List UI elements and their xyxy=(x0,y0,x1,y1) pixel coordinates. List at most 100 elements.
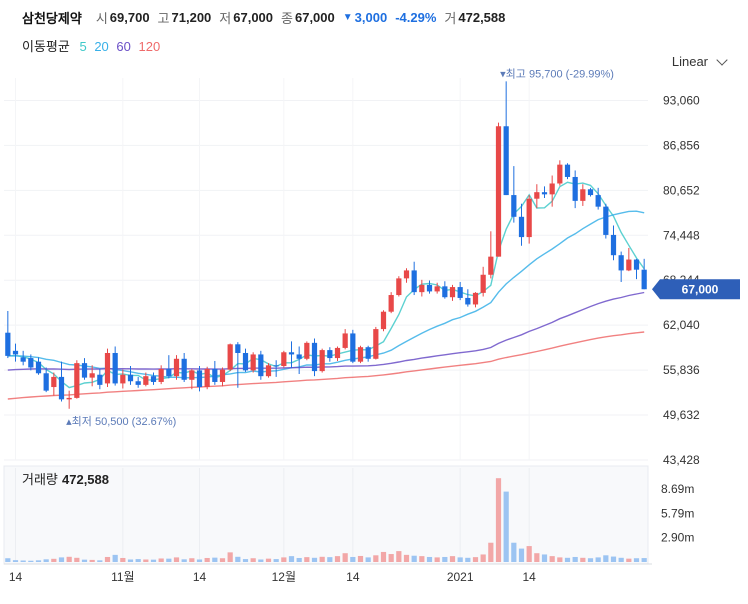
volume-tick-label: 2.90m xyxy=(661,531,694,545)
volume-bar xyxy=(81,559,88,562)
moving-average-legend[interactable]: 이동평균 5 20 60 120 xyxy=(22,36,164,55)
candle xyxy=(518,203,525,246)
candle-body xyxy=(610,234,617,256)
stock-name: 삼천당제약 xyxy=(22,10,82,26)
candle-body xyxy=(449,287,456,298)
y-tick-label: 74,448 xyxy=(663,228,700,242)
candle xyxy=(587,187,594,197)
candle xyxy=(166,355,172,379)
current-price-label: 67,000 xyxy=(682,283,719,297)
candle-body xyxy=(35,361,42,374)
candle xyxy=(327,347,333,362)
volume-bar xyxy=(572,556,578,562)
volume-bar xyxy=(472,557,479,562)
candle-body xyxy=(380,311,387,330)
candle-body xyxy=(572,176,578,201)
volume-bar xyxy=(265,558,272,562)
volume-bar xyxy=(580,557,586,562)
candle-body xyxy=(258,354,264,377)
candle xyxy=(5,310,11,359)
candle-body xyxy=(388,295,394,312)
volume-bar xyxy=(319,556,325,562)
candle xyxy=(641,258,647,290)
volume-bar xyxy=(212,557,218,562)
candle-body xyxy=(196,370,203,388)
candle xyxy=(189,368,195,390)
volume-bar xyxy=(595,557,601,562)
volume-bar xyxy=(204,557,210,562)
candle xyxy=(626,247,632,272)
candle xyxy=(51,372,57,396)
candle-body xyxy=(58,376,65,400)
low-value: 67,000 xyxy=(233,9,274,25)
volume-bar xyxy=(35,560,42,562)
volume-bar xyxy=(388,554,394,562)
candle xyxy=(595,187,601,210)
volume-bar xyxy=(58,557,65,562)
low-label: 저 xyxy=(219,10,232,26)
x-tick-label: 14 xyxy=(522,570,536,584)
candle xyxy=(58,361,65,402)
candle-body xyxy=(603,206,609,235)
candle-body xyxy=(97,374,103,385)
volume-panel xyxy=(3,465,649,565)
candle xyxy=(526,195,532,244)
x-tick-label: 12월 xyxy=(272,570,296,584)
candle-body xyxy=(74,363,80,398)
candle-body xyxy=(158,368,164,382)
candle xyxy=(173,355,180,380)
volume-bar xyxy=(511,542,517,562)
candle xyxy=(411,261,417,296)
candle-body xyxy=(618,255,624,271)
candle-body xyxy=(51,376,57,388)
ma-20-label: 20 xyxy=(94,39,109,54)
candle-body xyxy=(227,344,233,370)
volume-bar xyxy=(403,554,410,562)
y-tick-label: 55,836 xyxy=(663,363,700,377)
volume-bar xyxy=(334,556,341,562)
change-value: 3,000 xyxy=(354,9,388,25)
volume-bar xyxy=(181,559,187,562)
volume-bar xyxy=(219,558,226,562)
volume-title: 거래량 xyxy=(22,472,58,487)
candle xyxy=(403,268,410,283)
candle xyxy=(334,346,341,361)
candle xyxy=(227,343,233,372)
candle xyxy=(503,81,509,196)
candle xyxy=(557,160,563,186)
moving-average-title: 이동평균 xyxy=(22,39,70,54)
candle xyxy=(219,367,226,387)
candle-body xyxy=(526,198,532,238)
candle xyxy=(472,292,479,308)
volume-bar xyxy=(396,551,402,562)
candle xyxy=(89,365,95,387)
volume-bar xyxy=(196,559,203,562)
x-tick-label: 2021 xyxy=(447,570,474,584)
volume-bar xyxy=(127,559,134,562)
volume-bar xyxy=(89,559,95,562)
volume-bar xyxy=(143,559,149,562)
y-tick-label: 62,040 xyxy=(663,318,700,332)
candle xyxy=(296,346,302,375)
volume-bar xyxy=(281,557,287,562)
candle-body xyxy=(626,259,632,271)
candle xyxy=(28,354,34,371)
volume-bar xyxy=(66,556,72,562)
volume-bar xyxy=(227,552,233,562)
candle xyxy=(273,360,279,377)
candle-body xyxy=(465,297,471,305)
candle xyxy=(12,343,19,362)
candle xyxy=(434,282,440,294)
candle xyxy=(43,367,49,393)
candle-body xyxy=(273,365,279,367)
candle xyxy=(488,231,494,279)
volume-bar xyxy=(189,558,195,562)
ma-120-label: 120 xyxy=(138,39,161,54)
volume-bar xyxy=(534,553,540,562)
scale-selector[interactable]: Linear xyxy=(672,53,728,69)
candle-body xyxy=(557,164,563,184)
low-annotation: ▴최저 50,500 (32.67%) xyxy=(66,415,176,428)
candle-body xyxy=(181,358,187,380)
candle-body xyxy=(350,333,356,362)
